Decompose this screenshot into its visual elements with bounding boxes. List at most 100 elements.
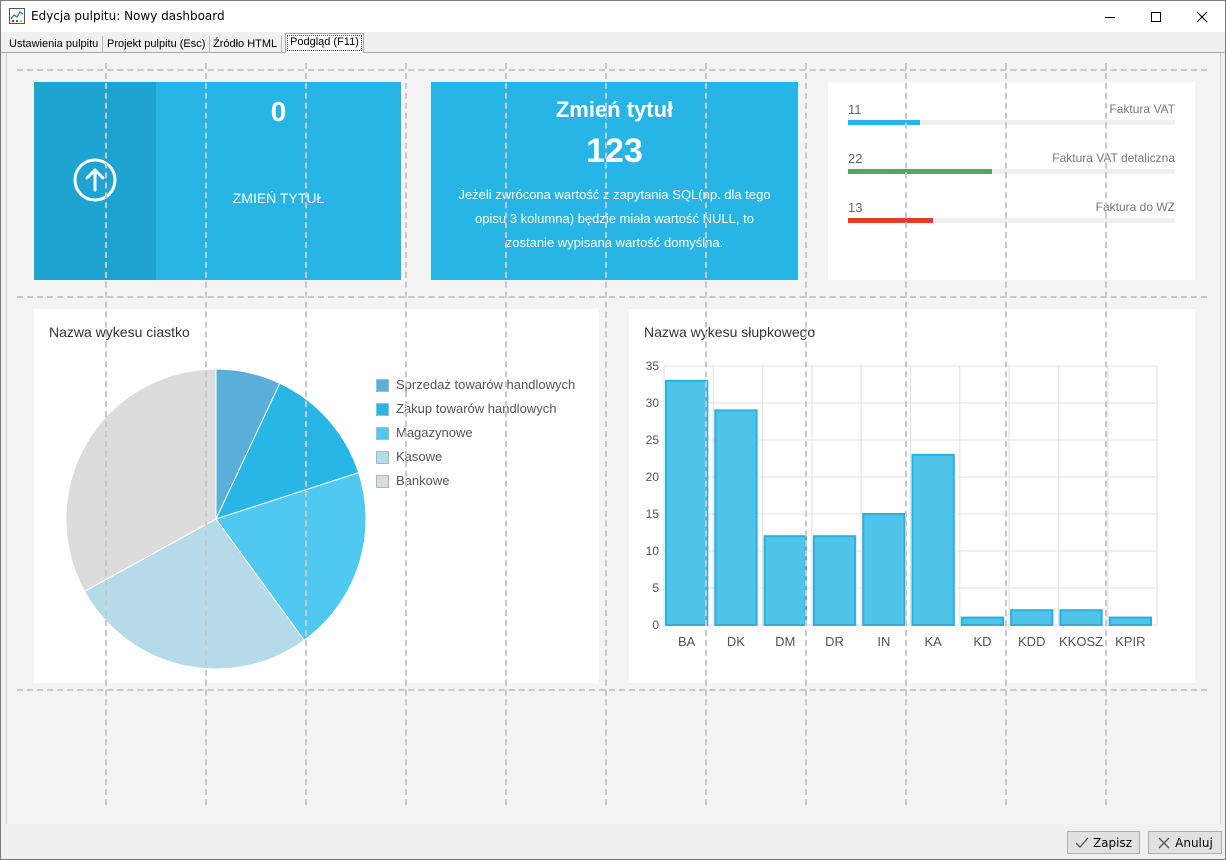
bar	[1059, 609, 1103, 627]
progress-row: 11 Faktura VAT	[848, 102, 1175, 132]
horizontal-guide	[17, 69, 1207, 71]
y-tick-label: 10	[646, 544, 660, 558]
save-button[interactable]: Zapisz	[1067, 831, 1140, 854]
legend-label: Sprzedaż towarów handlowych	[396, 377, 576, 392]
bar	[862, 513, 906, 626]
bar-chart-card: Nazwa wykesu słupkowego 0 5 10 15 20 25 30 35 BA…	[629, 309, 1195, 683]
progress-track	[848, 169, 1175, 174]
progress-fill	[848, 169, 992, 174]
progress-value: 13	[848, 200, 863, 215]
progress-label: Faktura VAT	[1109, 102, 1175, 116]
x-tick-label: DR	[825, 634, 844, 649]
title-bar: Edycja pulpitu: Nowy dashboard	[1, 1, 1225, 32]
legend-label: Zakup towarów handlowych	[396, 401, 557, 416]
bar	[1010, 609, 1054, 627]
pie-chart-card: Nazwa wykesu ciastko Sprzedaż towarów ha…	[34, 309, 599, 683]
counter-tile[interactable]: 0 ZMIEŃ TYTUŁ	[34, 82, 401, 280]
legend-swatch	[376, 475, 389, 488]
x-tick-label: KD	[973, 634, 991, 649]
info-tile-value: 123	[586, 132, 643, 170]
pie-slice	[83, 518, 305, 670]
bar	[812, 535, 857, 626]
x-tick-label: KPIR	[1115, 634, 1145, 649]
vertical-guide	[505, 63, 507, 805]
app-chart-icon	[9, 8, 25, 24]
y-tick-label: 30	[646, 396, 660, 410]
tab-bar: Ustawienia pulpitu Projekt pulpitu (Esc)…	[1, 32, 1225, 53]
vertical-guide	[305, 63, 307, 805]
progress-track	[848, 120, 1175, 125]
progress-value: 22	[848, 151, 863, 166]
x-tick-label: BA	[678, 634, 696, 649]
vertical-guide	[405, 63, 407, 805]
x-tick-label: DK	[727, 634, 745, 649]
pie-slice	[215, 382, 360, 520]
legend-label: Magazynowe	[396, 425, 473, 440]
window-title: Edycja pulpitu: Nowy dashboard	[31, 9, 225, 23]
x-tick-label: KA	[924, 634, 942, 649]
progress-card: 11 Faktura VAT 22 Faktura VAT detaliczna 13 F…	[828, 82, 1195, 280]
tab-ustawienia-pulpitu[interactable]: Ustawienia pulpitu	[5, 36, 104, 53]
info-tile-title: Zmień tytuł	[555, 97, 674, 122]
tab-podglad[interactable]: Podgląd (F11)	[285, 33, 364, 53]
maximize-icon	[1151, 11, 1161, 22]
vertical-guide	[705, 63, 707, 805]
progress-fill	[848, 218, 934, 223]
close-icon	[1196, 11, 1208, 22]
legend-label: Kasowe	[396, 449, 443, 464]
close-button[interactable]	[1179, 1, 1225, 32]
pie-slice	[215, 472, 367, 642]
y-tick-label: 5	[652, 581, 659, 595]
x-tick-label: DM	[775, 634, 795, 649]
counter-label: ZMIEŃ TYTUŁ	[232, 190, 325, 206]
cancel-button-label: Anuluj	[1175, 835, 1213, 850]
tab-zrodlo-html[interactable]: Źródło HTML	[209, 36, 283, 53]
progress-track	[848, 218, 1175, 223]
minimize-icon	[1105, 16, 1115, 18]
bar-chart-title: Nazwa wykesu słupkowego	[644, 324, 816, 340]
vertical-guide	[1005, 63, 1007, 805]
horizontal-guide	[17, 689, 1207, 691]
progress-fill	[848, 120, 920, 125]
arrow-up-circle-icon	[73, 158, 117, 202]
vertical-guide	[805, 63, 807, 805]
legend-swatch	[376, 451, 389, 464]
info-tile[interactable]: Zmień tytuł 123 Jeżeli zwrócona wartość …	[431, 82, 798, 280]
bar	[763, 535, 807, 626]
save-button-label: Zapisz	[1092, 835, 1133, 850]
bar	[911, 453, 955, 626]
bar	[665, 379, 709, 626]
minimize-button[interactable]	[1087, 1, 1133, 32]
y-tick-label: 15	[646, 507, 660, 521]
progress-row: 13 Faktura do WZ	[848, 200, 1175, 230]
y-tick-label: 25	[646, 433, 660, 447]
vertical-guide	[105, 63, 107, 805]
pie-chart	[65, 368, 367, 670]
progress-row: 22 Faktura VAT detaliczna	[848, 151, 1175, 181]
progress-label: Faktura VAT detaliczna	[1052, 151, 1175, 165]
tab-projekt-pulpitu[interactable]: Projekt pulpitu (Esc)	[103, 36, 211, 53]
x-icon	[1158, 837, 1170, 848]
y-tick-label: 35	[646, 359, 660, 373]
maximize-button[interactable]	[1133, 1, 1179, 32]
cancel-button[interactable]: Anuluj	[1148, 831, 1222, 854]
bar	[960, 616, 1005, 627]
dialog-footer: Zapisz Anuluj	[1, 824, 1225, 859]
bar	[1108, 616, 1153, 627]
vertical-guide	[1105, 63, 1107, 805]
vertical-guide	[605, 63, 607, 805]
x-tick-label: KKOSZ	[1059, 634, 1103, 649]
pie-chart-title: Nazwa wykesu ciastko	[49, 324, 190, 340]
legend-label: Bankowe	[396, 473, 450, 488]
checkmark-icon	[1075, 837, 1089, 848]
bar	[714, 409, 758, 627]
legend-swatch	[376, 379, 389, 392]
legend-swatch	[376, 427, 389, 440]
progress-value: 11	[848, 102, 862, 117]
vertical-guide	[205, 63, 207, 805]
y-tick-label: 20	[646, 470, 660, 484]
counter-value: 0	[270, 96, 287, 127]
x-tick-label: IN	[877, 634, 890, 649]
horizontal-guide	[17, 296, 1207, 298]
